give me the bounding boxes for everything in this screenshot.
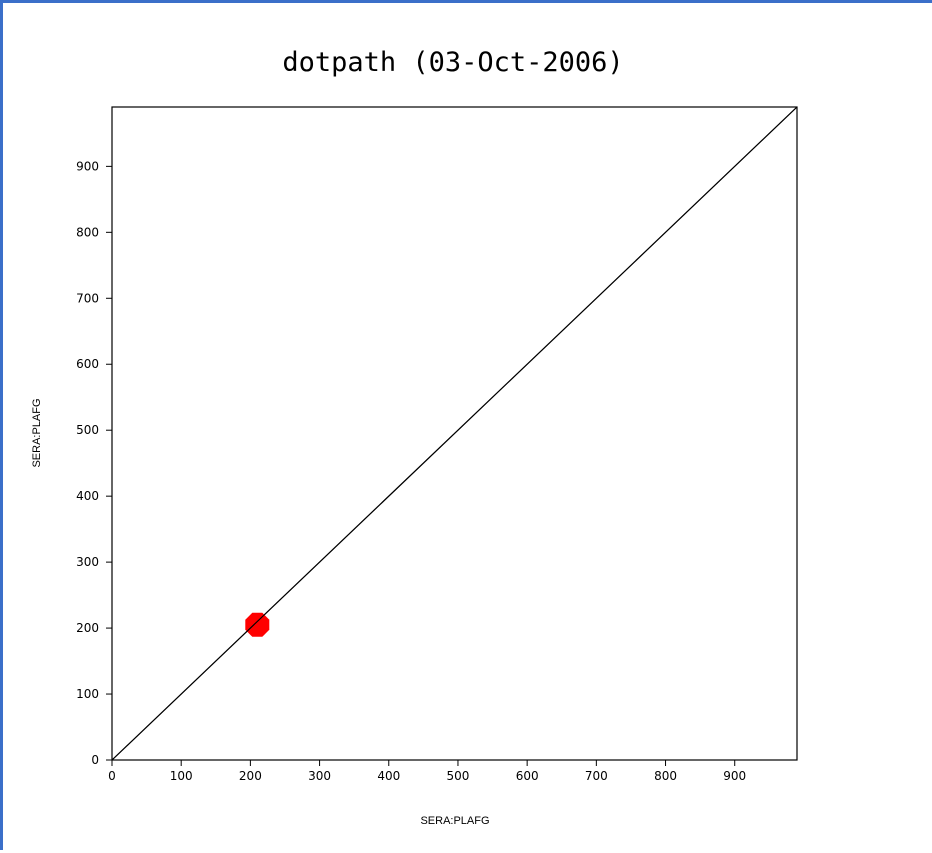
x-tick-label: 100	[170, 769, 193, 783]
plot-layer	[111, 106, 798, 761]
y-tick-label: 100	[76, 687, 99, 701]
y-tick-label: 400	[76, 489, 99, 503]
y-tick-label: 900	[76, 159, 99, 173]
y-axis-label: SERA:PLAFG	[31, 398, 43, 467]
y-axis-ticks: 0 100 200 300 400 500 600 700 800 900	[76, 159, 112, 767]
chart-title: dotpath (03-Oct-2006)	[282, 47, 623, 78]
x-tick-label: 700	[585, 769, 608, 783]
y-tick-label: 300	[76, 555, 99, 569]
x-tick-label: 200	[239, 769, 262, 783]
x-axis-label: SERA:PLAFG	[420, 815, 489, 827]
x-tick-label: 900	[723, 769, 746, 783]
y-tick-label: 600	[76, 357, 99, 371]
x-axis-ticks: 0 100 200 300 400 500 600 700 800 900	[108, 760, 746, 783]
x-tick-label: 600	[516, 769, 539, 783]
diagonal-path-line-overlay	[111, 106, 798, 761]
plot-frame	[111, 106, 798, 761]
y-tick-label: 700	[76, 291, 99, 305]
chart-svg: dotpath (03-Oct-2006) 0 100 200 300 400 500 60…	[31, 47, 798, 827]
x-tick-label: 0	[108, 769, 116, 783]
y-tick-label: 0	[91, 753, 99, 767]
x-tick-label: 300	[308, 769, 331, 783]
y-tick-label: 800	[76, 225, 99, 239]
red-octagon-marker	[245, 612, 270, 637]
x-tick-label: 800	[654, 769, 677, 783]
x-tick-label: 400	[377, 769, 400, 783]
y-tick-label: 500	[76, 423, 99, 437]
x-tick-label: 500	[447, 769, 470, 783]
y-tick-label: 200	[76, 621, 99, 635]
